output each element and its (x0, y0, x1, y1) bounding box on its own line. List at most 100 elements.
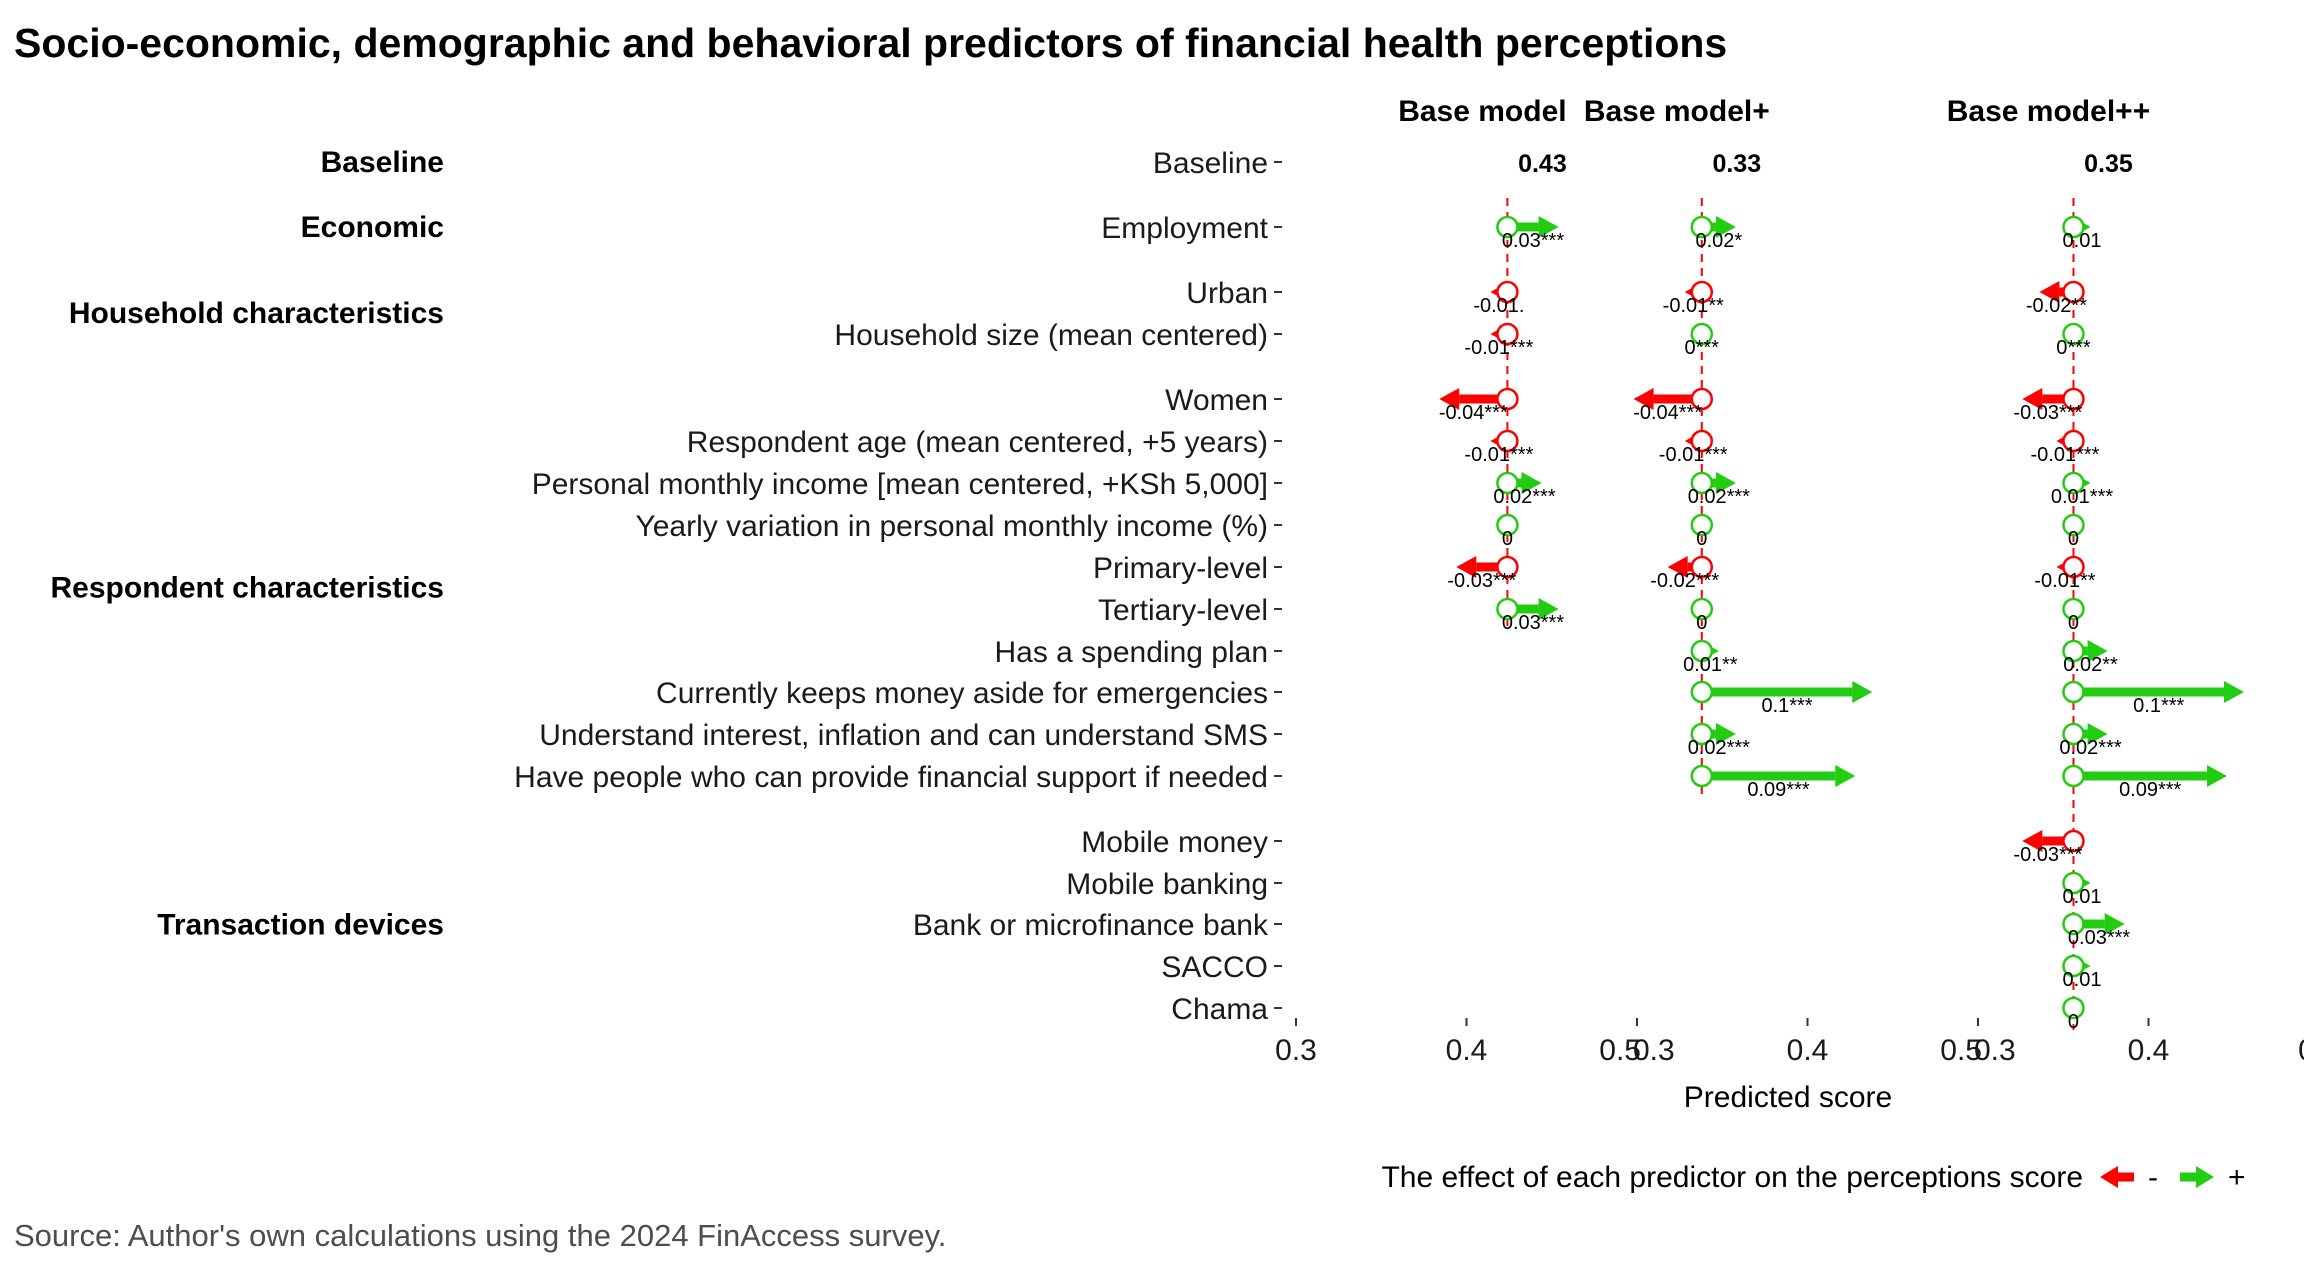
baseline-point (1496, 215, 1519, 239)
effect-arrow-head (1715, 472, 1736, 494)
group-label-economic: Economic (301, 211, 444, 244)
effect-employment: 0.01 (2062, 215, 2101, 252)
row-label-chama: Chama (1171, 993, 1268, 1026)
x-tick-label: 0.3 (1974, 1034, 2016, 1067)
effect-label: 0 (1696, 612, 1707, 634)
effect-arrow-head (1852, 681, 1873, 703)
baseline-point (2062, 722, 2085, 746)
baseline-point (2062, 471, 2085, 495)
effect-arrow-head (2039, 281, 2060, 303)
group-label-baseline: Baseline (321, 146, 444, 179)
effect-personal-monthly-income-mean-centered-ksh-5-000: 0.02*** (1493, 471, 1556, 508)
legend-title: The effect of each predictor on the perc… (1381, 1161, 2083, 1194)
row-label-bank-or-microfinance-bank: Bank or microfinance bank (913, 909, 1269, 942)
effect-label: 0.02* (1695, 230, 1742, 252)
effect-mobile-money: -0.03*** (2013, 829, 2085, 866)
panel-title: Base model+ (1584, 95, 1770, 128)
legend-key-arrow (2100, 1166, 2118, 1188)
row-label-urban: Urban (1186, 277, 1268, 310)
row-label-employment: Employment (1101, 212, 1268, 245)
baseline-point (2062, 829, 2085, 853)
panel-title: Base model (1398, 95, 1566, 128)
effect-label: 0.02*** (1688, 486, 1750, 508)
baseline-point (1690, 639, 1714, 663)
baseline-value-label: 0.43 (1518, 150, 1567, 178)
baseline-point (1496, 280, 1519, 304)
effect-urban: -0.01. (1473, 280, 1524, 317)
effect-label: 0*** (1685, 337, 1720, 359)
baseline-point (1690, 215, 1714, 239)
baseline-point (2062, 639, 2085, 663)
effect-label: 0*** (2056, 337, 2091, 359)
row-label-mobile-money: Mobile money (1081, 826, 1268, 859)
effect-understand-interest-inflation-and-can-understand-sms: 0.02*** (1688, 722, 1750, 759)
effect-label: 0 (1696, 528, 1707, 550)
legend-key-arrow (2196, 1166, 2214, 1188)
effect-respondent-age-mean-centered-5-years: -0.01*** (1464, 429, 1534, 466)
effect-label: 0 (2068, 528, 2079, 550)
x-tick-label: 0.3 (1633, 1034, 1675, 1067)
effect-arrow-head (2022, 830, 2043, 852)
effect-respondent-age-mean-centered-5-years: -0.01*** (1659, 429, 1728, 466)
effect-label: 0 (2068, 1011, 2079, 1033)
effect-label: 0.1*** (2133, 695, 2184, 717)
effect-label: -0.01*** (1464, 337, 1533, 359)
effect-label: -0.03*** (1447, 570, 1516, 592)
x-tick-label: 0.4 (2128, 1034, 2170, 1067)
effect-arrow-head (1538, 216, 1559, 238)
effect-arrow-head (1456, 556, 1477, 578)
group-label-household-characteristics: Household characteristics (69, 297, 444, 330)
effect-primary-level: -0.01** (2034, 555, 2096, 592)
effect-sacco: 0.01 (2062, 954, 2102, 991)
effect-yearly-variation-in-personal-monthly-income: 0 (1496, 513, 1519, 550)
effect-label: -0.04*** (1439, 402, 1508, 424)
panel-title: Base model++ (1947, 95, 2150, 128)
panels: Base model 0.43 0.03*** -0.01. -0.01*** -0.04… (1275, 95, 2304, 1067)
row-label-tertiary-level: Tertiary-level (1098, 594, 1268, 627)
effect-has-a-spending-plan: 0.01** (1683, 639, 1738, 676)
effect-label: -0.01** (1663, 295, 1724, 317)
effect-label: 0.02*** (2059, 737, 2121, 759)
effect-label: 0.01 (2063, 969, 2102, 991)
x-tick-label: 0.5 (1940, 1034, 1982, 1067)
baseline-point (1496, 387, 1519, 411)
effect-label: 0 (1502, 528, 1513, 550)
effect-household-size-mean-centered: -0.01*** (1464, 322, 1534, 359)
x-tick-label: 0.4 (1446, 1034, 1488, 1067)
effect-arrow-head (2087, 640, 2108, 662)
effect-arrow-head (2223, 681, 2244, 703)
effect-household-size-mean-centered: 0*** (1685, 322, 1720, 359)
baseline-point (1690, 680, 1714, 704)
baseline-point (1496, 429, 1519, 453)
effect-label: 0.1*** (1761, 695, 1812, 717)
baseline-point (1690, 280, 1714, 304)
effect-currently-keeps-money-aside-for-emergencies: 0.1*** (2062, 680, 2244, 717)
legend: The effect of each predictor on the perc… (1381, 1161, 2245, 1194)
baseline-point (2062, 387, 2085, 411)
effect-women: -0.04*** (1439, 387, 1519, 424)
effect-employment: 0.03*** (1496, 215, 1564, 252)
baseline-value-label: 0.33 (1712, 150, 1761, 178)
effect-label: 0.02*** (1493, 486, 1555, 508)
baseline-point (1496, 513, 1519, 537)
effect-personal-monthly-income-mean-centered-ksh-5-000: 0.01*** (2051, 471, 2113, 508)
baseline-point (1690, 722, 1714, 746)
baseline-point (1690, 555, 1714, 579)
effect-personal-monthly-income-mean-centered-ksh-5-000: 0.02*** (1688, 471, 1750, 508)
effect-label: 0.03*** (1502, 230, 1564, 252)
effect-arrow-head (1538, 598, 1559, 620)
baseline-point (1496, 597, 1519, 621)
effect-label: -0.04*** (1633, 402, 1702, 424)
effect-arrow-head (1633, 388, 1654, 410)
effect-currently-keeps-money-aside-for-emergencies: 0.1*** (1690, 680, 1873, 717)
x-tick-label: 0.5 (2298, 1034, 2304, 1067)
effect-label: 0.03*** (1502, 612, 1564, 634)
effect-arrow-head (1439, 388, 1460, 410)
baseline-point (1690, 387, 1714, 411)
baseline-point (2062, 912, 2085, 936)
effect-label: 0.01*** (2051, 486, 2113, 508)
effect-label: -0.01. (1473, 295, 1524, 317)
row-label-respondent-age-mean-centered-5-years: Respondent age (mean centered, +5 years) (687, 426, 1268, 459)
row-label-primary-level: Primary-level (1093, 552, 1268, 585)
baseline-point (2062, 954, 2085, 978)
